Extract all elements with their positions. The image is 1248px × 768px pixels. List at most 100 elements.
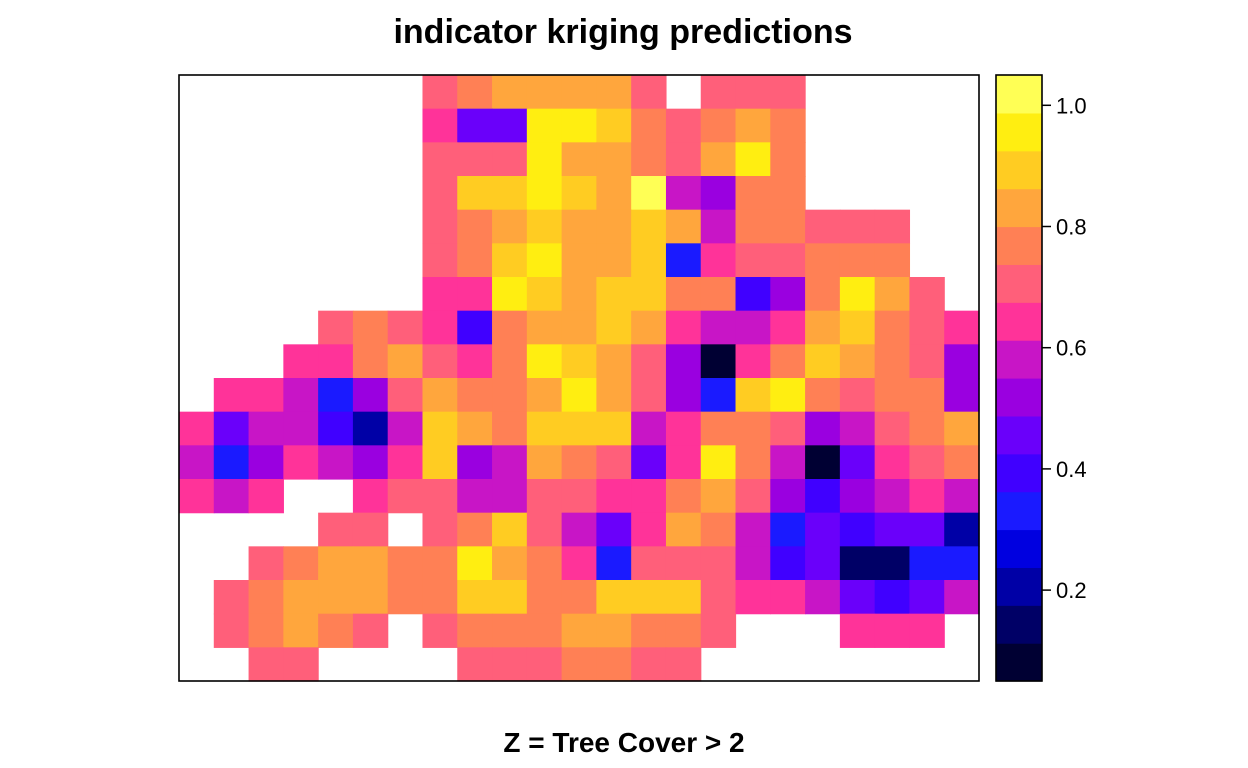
heatmap-cell xyxy=(492,75,528,110)
heatmap-cell xyxy=(839,445,876,480)
heatmap-cell xyxy=(631,310,667,345)
heatmap-cell xyxy=(492,512,528,547)
heatmap-cell xyxy=(526,209,563,244)
heatmap-cell xyxy=(735,108,771,143)
heatmap-cell xyxy=(839,378,876,413)
heatmap-cell xyxy=(561,277,597,312)
heatmap-cell xyxy=(805,344,841,379)
heatmap-cell xyxy=(352,411,389,446)
heatmap-cell xyxy=(561,209,597,244)
heatmap-cell xyxy=(422,142,458,177)
heatmap-cell xyxy=(770,176,806,211)
heatmap-cell xyxy=(735,580,771,615)
heatmap-cell xyxy=(179,411,215,446)
heatmap-cell xyxy=(596,546,632,581)
colorbar-segment xyxy=(996,605,1042,644)
heatmap-cell xyxy=(700,344,737,379)
heatmap-cell xyxy=(839,411,876,446)
heatmap-cell xyxy=(735,209,771,244)
heatmap-cell xyxy=(631,546,667,581)
heatmap-cell xyxy=(665,512,702,547)
heatmap-cell xyxy=(805,411,841,446)
heatmap-cell xyxy=(492,378,528,413)
heatmap-cell xyxy=(457,75,493,110)
heatmap-cell xyxy=(422,310,458,345)
colorbar-segment xyxy=(996,643,1042,682)
heatmap-cell xyxy=(700,613,737,648)
heatmap-cell xyxy=(526,512,563,547)
heatmap-cell xyxy=(735,277,771,312)
heatmap-cell xyxy=(596,445,632,480)
heatmap-cell xyxy=(805,479,841,514)
heatmap-cell xyxy=(457,647,493,682)
heatmap-cell xyxy=(596,75,632,110)
heatmap-cell xyxy=(770,310,806,345)
heatmap-cell xyxy=(944,445,980,480)
heatmap-cell xyxy=(248,411,284,446)
colorbar-tick-label: 0.4 xyxy=(1056,457,1087,482)
heatmap-cell xyxy=(735,411,771,446)
heatmap-cell xyxy=(874,243,911,278)
heatmap-cell xyxy=(770,479,806,514)
heatmap-cell xyxy=(874,479,911,514)
heatmap-cell xyxy=(318,445,354,480)
heatmap-cell xyxy=(665,142,702,177)
heatmap-cell xyxy=(770,209,806,244)
heatmap-cell xyxy=(631,445,667,480)
heatmap-cell xyxy=(631,411,667,446)
heatmap-cell xyxy=(561,613,597,648)
heatmap-cell xyxy=(283,546,319,581)
heatmap-cell xyxy=(874,209,911,244)
heatmap-cell xyxy=(770,445,806,480)
heatmap-cell xyxy=(944,479,980,514)
heatmap-cell xyxy=(665,479,702,514)
heatmap-cell xyxy=(805,580,841,615)
heatmap-cell xyxy=(561,580,597,615)
heatmap-cell xyxy=(422,277,458,312)
heatmap-cell xyxy=(561,546,597,581)
colorbar-frame xyxy=(995,74,1043,682)
heatmap-cell xyxy=(909,411,945,446)
heatmap-cell xyxy=(770,108,806,143)
heatmap-cell xyxy=(422,512,458,547)
heatmap-cell xyxy=(318,310,354,345)
colorbar-segment xyxy=(996,491,1042,531)
heatmap-cell xyxy=(874,445,911,480)
heatmap-cell xyxy=(526,344,563,379)
heatmap-cell xyxy=(318,512,354,547)
heatmap-cell xyxy=(805,546,841,581)
heatmap-cell xyxy=(874,512,911,547)
heatmap-cell xyxy=(248,647,284,682)
heatmap-cell xyxy=(631,378,667,413)
heatmap-cell xyxy=(387,344,424,379)
heatmap-cell xyxy=(770,142,806,177)
colorbar-segment xyxy=(996,264,1042,303)
heatmap-cell xyxy=(457,546,493,581)
heatmap-cell xyxy=(387,310,424,345)
heatmap-cell xyxy=(665,411,702,446)
heatmap-cell xyxy=(735,344,771,379)
heatmap-cell xyxy=(248,546,284,581)
heatmap-cell xyxy=(422,209,458,244)
colorbar-segment xyxy=(996,529,1042,568)
heatmap-cell xyxy=(735,546,771,581)
heatmap-cell xyxy=(665,344,702,379)
heatmap-cell xyxy=(213,411,250,446)
heatmap-cell xyxy=(492,647,528,682)
heatmap-cell xyxy=(387,445,424,480)
heatmap-cell xyxy=(665,580,702,615)
heatmap-cell xyxy=(874,580,911,615)
heatmap-cell xyxy=(457,209,493,244)
heatmap-cell xyxy=(770,512,806,547)
heatmap-cell xyxy=(352,479,389,514)
heatmap-cell xyxy=(457,445,493,480)
colorbar-tick-label: 0.2 xyxy=(1056,578,1087,603)
heatmap-cell xyxy=(700,176,737,211)
heatmap-cell xyxy=(665,445,702,480)
heatmap-cell xyxy=(631,580,667,615)
heatmap-cell xyxy=(318,580,354,615)
heatmap-cell xyxy=(839,277,876,312)
heatmap-cell xyxy=(909,344,945,379)
heatmap-cell xyxy=(352,344,389,379)
